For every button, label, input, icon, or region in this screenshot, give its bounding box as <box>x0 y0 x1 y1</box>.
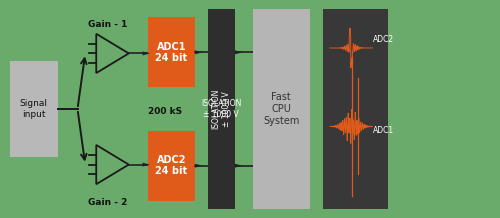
Bar <box>148 131 195 201</box>
Bar <box>252 9 310 209</box>
Text: 200 kS: 200 kS <box>148 107 182 116</box>
Text: Signal
input: Signal input <box>20 99 48 119</box>
Text: ADC2
24 bit: ADC2 24 bit <box>155 155 188 177</box>
Text: ADC1
24 bit: ADC1 24 bit <box>155 41 188 63</box>
Bar <box>148 17 195 87</box>
Bar <box>322 9 388 209</box>
Polygon shape <box>142 51 150 55</box>
Polygon shape <box>235 50 242 54</box>
Text: ISOLATION
± 1000 V: ISOLATION ± 1000 V <box>212 89 231 129</box>
Text: ADC2: ADC2 <box>372 35 394 44</box>
Bar <box>208 9 235 209</box>
Bar <box>10 61 58 157</box>
Polygon shape <box>195 50 202 54</box>
Polygon shape <box>195 164 202 168</box>
Text: Gain - 2: Gain - 2 <box>88 198 127 207</box>
Text: ADC1: ADC1 <box>372 126 394 135</box>
Text: Fast
CPU
System: Fast CPU System <box>263 92 300 126</box>
Text: ISOLATION
± 1000 V: ISOLATION ± 1000 V <box>201 99 241 119</box>
Polygon shape <box>142 163 150 167</box>
Polygon shape <box>235 164 242 168</box>
Bar <box>208 9 235 209</box>
Text: Gain - 1: Gain - 1 <box>88 20 127 29</box>
